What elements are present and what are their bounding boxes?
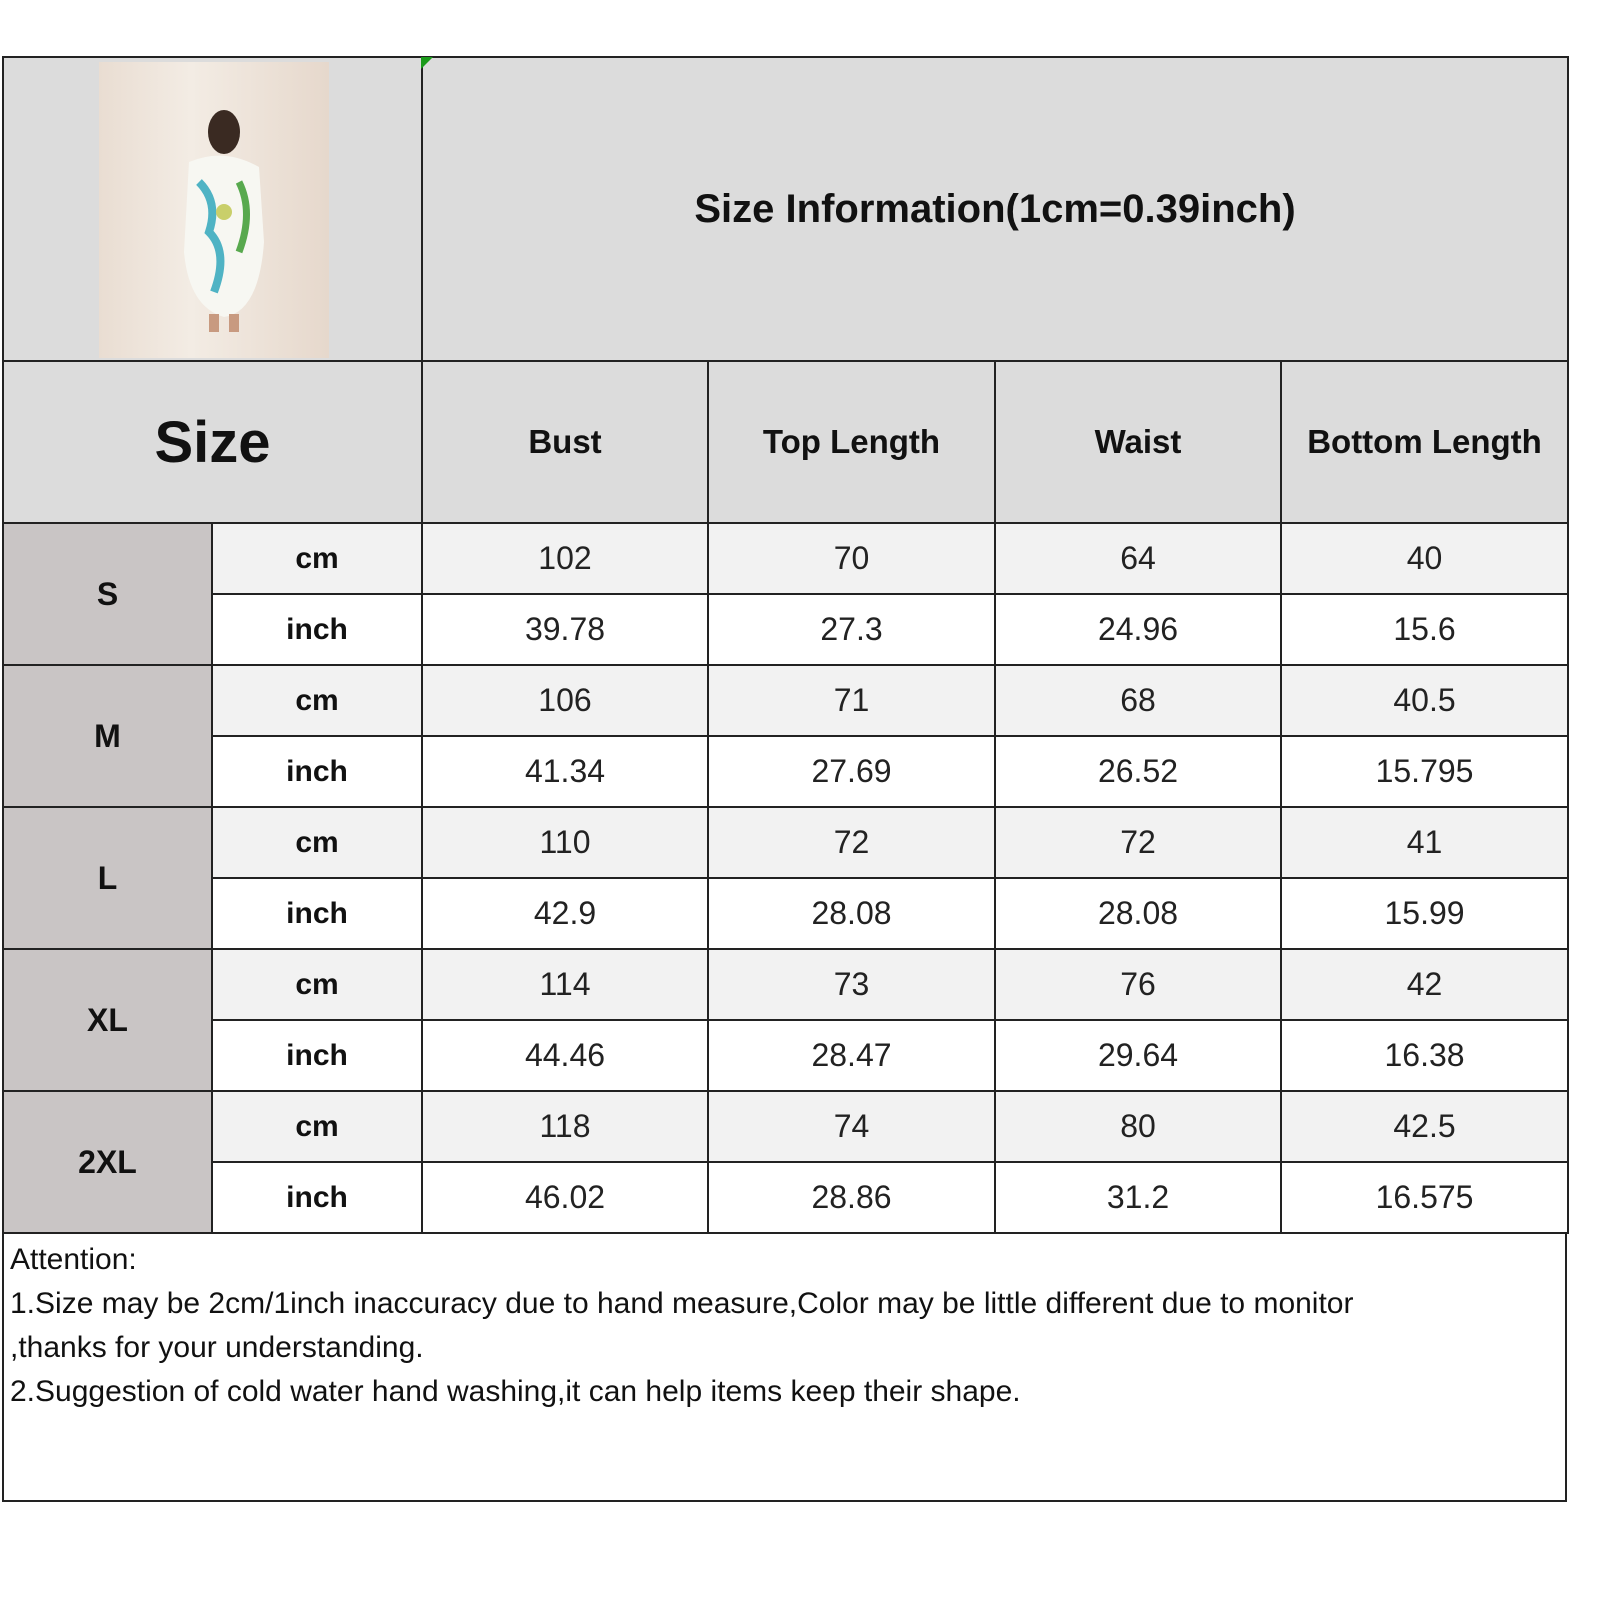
unit-label: cm xyxy=(211,806,423,879)
table-row: inch 42.9 28.08 28.08 15.99 xyxy=(3,877,1570,950)
notes-heading: Attention: xyxy=(10,1243,137,1276)
column-header-bottom-length: Bottom Length xyxy=(1279,360,1570,524)
size-header: Size xyxy=(2,360,423,524)
measurement-cell: 15.6 xyxy=(1279,593,1570,666)
measurement-cell: 26.52 xyxy=(994,735,1282,808)
cell-marker-icon xyxy=(421,57,433,69)
table-row: inch 39.78 27.3 24.96 15.6 xyxy=(3,593,1570,666)
model-figure-icon xyxy=(184,110,264,332)
unit-label: cm xyxy=(211,1090,423,1163)
measurement-cell: 16.38 xyxy=(1279,1019,1570,1092)
measurement-cell: 114 xyxy=(421,948,709,1021)
measurement-cell: 68 xyxy=(994,664,1282,737)
measurement-cell: 42.9 xyxy=(421,877,709,950)
measurement-cell: 102 xyxy=(421,522,709,595)
measurement-cell: 28.08 xyxy=(707,877,996,950)
size-label: 2XL xyxy=(2,1090,213,1234)
measurement-cell: 118 xyxy=(421,1090,709,1163)
column-header-waist: Waist xyxy=(994,360,1282,524)
column-header-top-length: Top Length xyxy=(707,360,996,524)
measurement-cell: 40 xyxy=(1279,522,1570,595)
measurement-cell: 71 xyxy=(707,664,996,737)
size-table: Size Information(1cm=0.39inch) Size Bust… xyxy=(2,56,1570,1234)
unit-label: cm xyxy=(211,522,423,595)
size-label: S xyxy=(2,522,213,666)
unit-label: inch xyxy=(211,877,423,950)
measurement-cell: 27.3 xyxy=(707,593,996,666)
table-row: XL cm 114 73 76 42 xyxy=(2,948,1570,1092)
size-label: XL xyxy=(2,948,213,1092)
measurement-cell: 76 xyxy=(994,948,1282,1021)
measurement-cell: 44.46 xyxy=(421,1019,709,1092)
size-chart: Size Information(1cm=0.39inch) Size Bust… xyxy=(2,56,1570,1502)
measurement-cell: 80 xyxy=(994,1090,1282,1163)
table-row: inch 46.02 28.86 31.2 16.575 xyxy=(3,1161,1570,1234)
measurement-cell: 42.5 xyxy=(1279,1090,1570,1163)
note-1-continued: ,thanks for your understanding. xyxy=(10,1331,424,1364)
measurement-cell: 41.34 xyxy=(421,735,709,808)
measurement-cell: 46.02 xyxy=(421,1161,709,1234)
unit-label: cm xyxy=(211,948,423,1021)
measurement-cell: 16.575 xyxy=(1279,1161,1570,1234)
measurement-cell: 24.96 xyxy=(994,593,1282,666)
measurement-cell: 64 xyxy=(994,522,1282,595)
product-photo xyxy=(99,62,329,358)
measurement-cell: 42 xyxy=(1279,948,1570,1021)
measurement-cell: 27.69 xyxy=(707,735,996,808)
measurement-cell: 40.5 xyxy=(1279,664,1570,737)
attention-notes: Attention: 1.Size may be 2cm/1inch inacc… xyxy=(2,1234,1567,1502)
size-label: M xyxy=(2,664,213,808)
table-row: inch 41.34 27.69 26.52 15.795 xyxy=(3,735,1570,808)
measurement-cell: 70 xyxy=(707,522,996,595)
measurement-cell: 29.64 xyxy=(994,1019,1282,1092)
measurement-cell: 72 xyxy=(707,806,996,879)
measurement-cell: 39.78 xyxy=(421,593,709,666)
product-photo-cell xyxy=(2,56,423,362)
measurement-cell: 28.86 xyxy=(707,1161,996,1234)
unit-label: inch xyxy=(211,593,423,666)
measurement-cell: 15.795 xyxy=(1279,735,1570,808)
measurement-cell: 73 xyxy=(707,948,996,1021)
unit-label: inch xyxy=(211,735,423,808)
column-header-bust: Bust xyxy=(421,360,709,524)
unit-label: inch xyxy=(211,1161,423,1234)
measurement-cell: 41 xyxy=(1279,806,1570,879)
table-row: 2XL cm 118 74 80 42.5 xyxy=(2,1090,1570,1234)
measurement-cell: 72 xyxy=(994,806,1282,879)
unit-label: cm xyxy=(211,664,423,737)
measurement-cell: 74 xyxy=(707,1090,996,1163)
measurement-cell: 28.47 xyxy=(707,1019,996,1092)
note-2: 2.Suggestion of cold water hand washing,… xyxy=(10,1375,1021,1408)
table-row: inch 44.46 28.47 29.64 16.38 xyxy=(3,1019,1570,1092)
note-1: 1.Size may be 2cm/1inch inaccuracy due t… xyxy=(10,1287,1354,1320)
measurement-cell: 106 xyxy=(421,664,709,737)
unit-label: inch xyxy=(211,1019,423,1092)
measurement-cell: 31.2 xyxy=(994,1161,1282,1234)
measurement-cell: 28.08 xyxy=(994,877,1282,950)
measurement-cell: 15.99 xyxy=(1279,877,1570,950)
measurement-cell: 110 xyxy=(421,806,709,879)
size-label: L xyxy=(2,806,213,950)
chart-title: Size Information(1cm=0.39inch) xyxy=(420,56,1570,362)
